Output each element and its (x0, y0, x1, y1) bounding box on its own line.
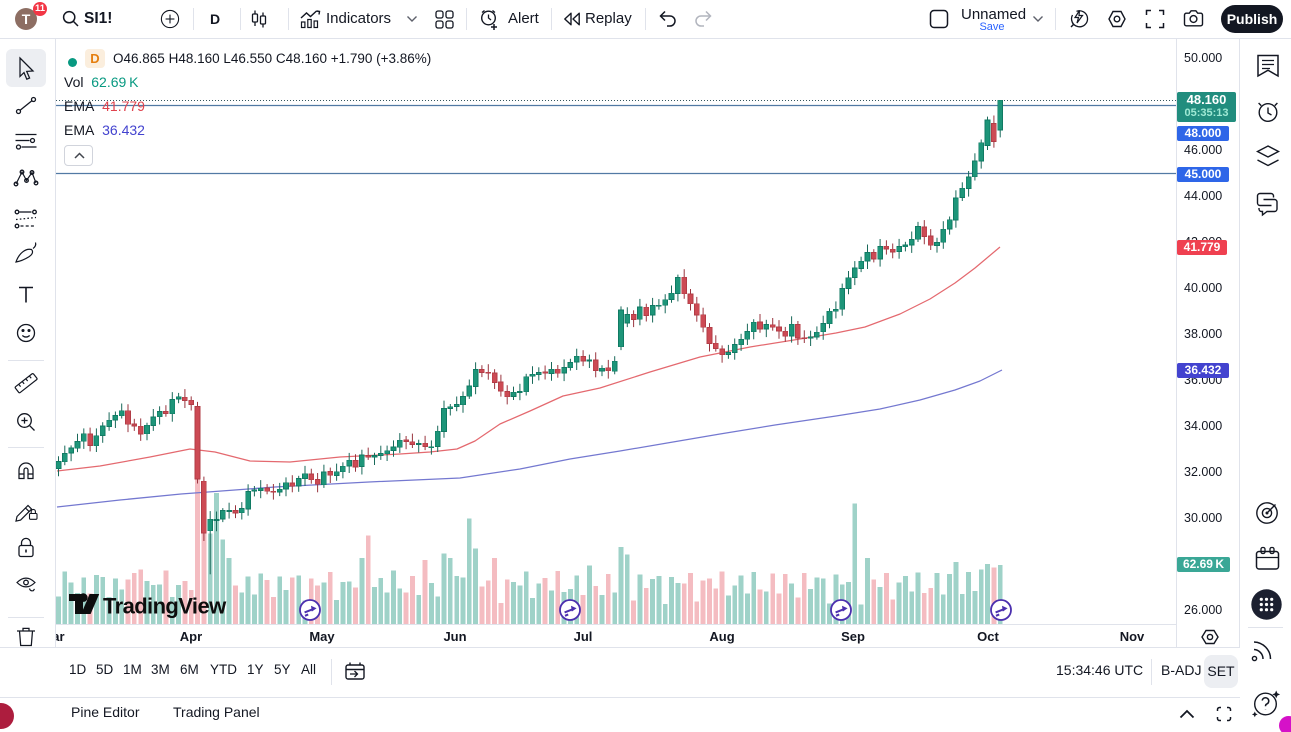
svg-text:Jul: Jul (574, 629, 593, 644)
svg-text:Sep: Sep (841, 629, 865, 644)
svg-text:Aug: Aug (709, 629, 734, 644)
svg-text:Nov: Nov (1120, 629, 1145, 644)
svg-text:May: May (309, 629, 335, 644)
svg-text:Jun: Jun (443, 629, 466, 644)
svg-text:TradingView: TradingView (103, 594, 227, 619)
svg-text:Oct: Oct (977, 629, 999, 644)
svg-text:Mar: Mar (56, 629, 65, 644)
svg-text:Apr: Apr (180, 629, 202, 644)
